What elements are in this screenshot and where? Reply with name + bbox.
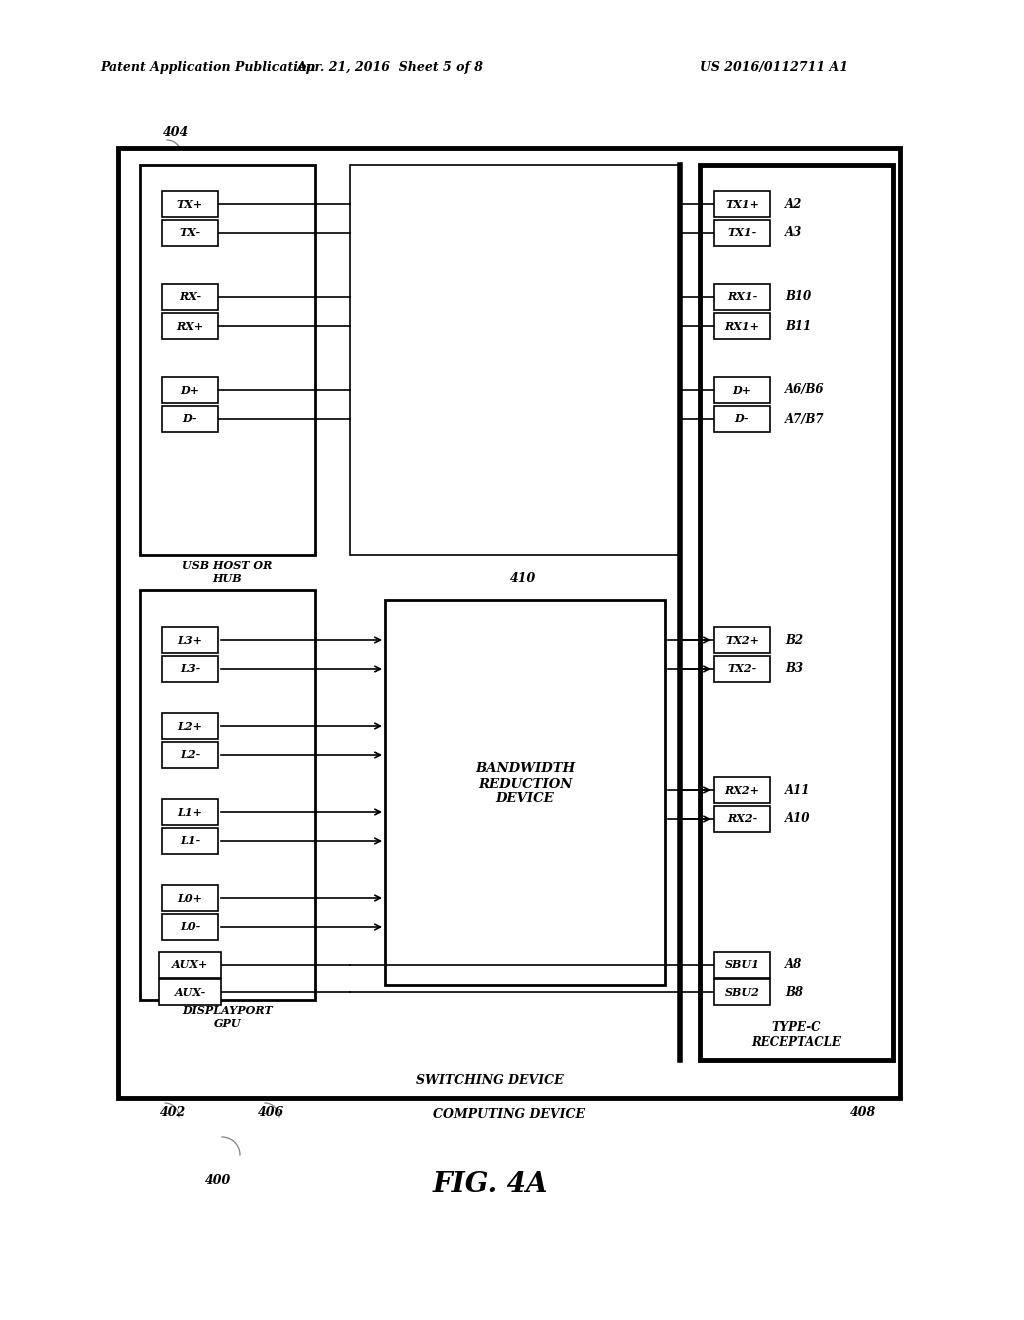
Bar (385, 601, 665, 985)
Text: A10: A10 (785, 813, 810, 825)
Text: L2+: L2+ (177, 721, 203, 731)
Text: A7/B7: A7/B7 (785, 412, 824, 425)
Text: RX1+: RX1+ (725, 321, 760, 331)
Text: D-: D- (735, 413, 750, 425)
Text: AUX-: AUX- (174, 986, 206, 998)
Bar (162, 799, 218, 825)
Text: RX+: RX+ (176, 321, 204, 331)
Bar (714, 220, 770, 246)
Text: D+: D+ (732, 384, 752, 396)
Bar (162, 313, 218, 339)
Bar (714, 284, 770, 310)
Text: Patent Application Publication: Patent Application Publication (100, 62, 315, 74)
Text: B3: B3 (785, 663, 803, 676)
Text: L2-: L2- (180, 750, 200, 760)
Bar (162, 884, 218, 911)
Bar (714, 807, 770, 832)
Text: 400: 400 (205, 1173, 231, 1187)
Bar (162, 828, 218, 854)
Text: 402: 402 (160, 1106, 186, 1119)
Bar (162, 220, 218, 246)
Text: COMPUTING DEVICE: COMPUTING DEVICE (433, 1109, 585, 1122)
Text: TX1+: TX1+ (725, 198, 759, 210)
Text: BANDWIDTH
REDUCTION
DEVICE: BANDWIDTH REDUCTION DEVICE (475, 763, 575, 805)
Text: RX1-: RX1- (727, 292, 757, 302)
Text: A2: A2 (785, 198, 802, 210)
Bar (162, 627, 218, 653)
Bar (714, 979, 770, 1005)
Text: A3: A3 (785, 227, 802, 239)
Bar (714, 656, 770, 682)
Text: Apr. 21, 2016  Sheet 5 of 8: Apr. 21, 2016 Sheet 5 of 8 (297, 62, 483, 74)
Bar (140, 165, 315, 554)
Text: L0+: L0+ (177, 892, 203, 903)
Text: RX2+: RX2+ (725, 784, 760, 796)
Text: A6/B6: A6/B6 (785, 384, 824, 396)
Bar (162, 284, 218, 310)
Bar (714, 777, 770, 803)
Text: SBU1: SBU1 (725, 960, 760, 970)
Text: A11: A11 (785, 784, 810, 796)
Text: B11: B11 (785, 319, 811, 333)
Bar (118, 148, 900, 1098)
Text: RX-: RX- (179, 292, 201, 302)
Bar (714, 313, 770, 339)
Text: L1+: L1+ (177, 807, 203, 817)
Text: 408: 408 (850, 1106, 877, 1119)
Bar (162, 713, 218, 739)
Text: TX-: TX- (179, 227, 201, 239)
Bar (162, 378, 218, 403)
Text: TYPE-C
RECEPTACLE: TYPE-C RECEPTACLE (752, 1020, 842, 1049)
Text: B2: B2 (785, 634, 803, 647)
Text: SWITCHING DEVICE: SWITCHING DEVICE (416, 1073, 564, 1086)
Bar (714, 952, 770, 978)
Bar (162, 656, 218, 682)
Bar (350, 165, 680, 554)
Text: RX2-: RX2- (727, 813, 757, 825)
Text: B8: B8 (785, 986, 803, 998)
Bar (159, 952, 221, 978)
Text: TX1-: TX1- (727, 227, 757, 239)
Text: SBU2: SBU2 (725, 986, 760, 998)
Text: AUX+: AUX+ (172, 960, 208, 970)
Bar (162, 742, 218, 768)
Text: TX2-: TX2- (727, 664, 757, 675)
Bar (714, 191, 770, 216)
Bar (714, 407, 770, 432)
Text: B10: B10 (785, 290, 811, 304)
Text: L0-: L0- (180, 921, 200, 932)
Text: USB HOST OR
HUB: USB HOST OR HUB (182, 560, 272, 583)
Text: A8: A8 (785, 958, 802, 972)
Text: L3-: L3- (180, 664, 200, 675)
Bar (700, 165, 893, 1060)
Bar (162, 913, 218, 940)
Text: L1-: L1- (180, 836, 200, 846)
Text: 406: 406 (258, 1106, 285, 1119)
Bar (140, 590, 315, 1001)
Bar (714, 378, 770, 403)
Text: FIG. 4A: FIG. 4A (432, 1172, 548, 1199)
Bar (714, 627, 770, 653)
Text: TX2+: TX2+ (725, 635, 759, 645)
Text: D+: D+ (180, 384, 200, 396)
Text: DISPLAYPORT
GPU: DISPLAYPORT GPU (182, 1005, 272, 1028)
Bar (162, 191, 218, 216)
Bar (162, 407, 218, 432)
Text: D-: D- (182, 413, 198, 425)
Text: 410: 410 (510, 572, 537, 585)
Bar (159, 979, 221, 1005)
Text: TX+: TX+ (177, 198, 203, 210)
Text: 404: 404 (163, 125, 189, 139)
Text: L3+: L3+ (177, 635, 203, 645)
Text: US 2016/0112711 A1: US 2016/0112711 A1 (700, 62, 848, 74)
